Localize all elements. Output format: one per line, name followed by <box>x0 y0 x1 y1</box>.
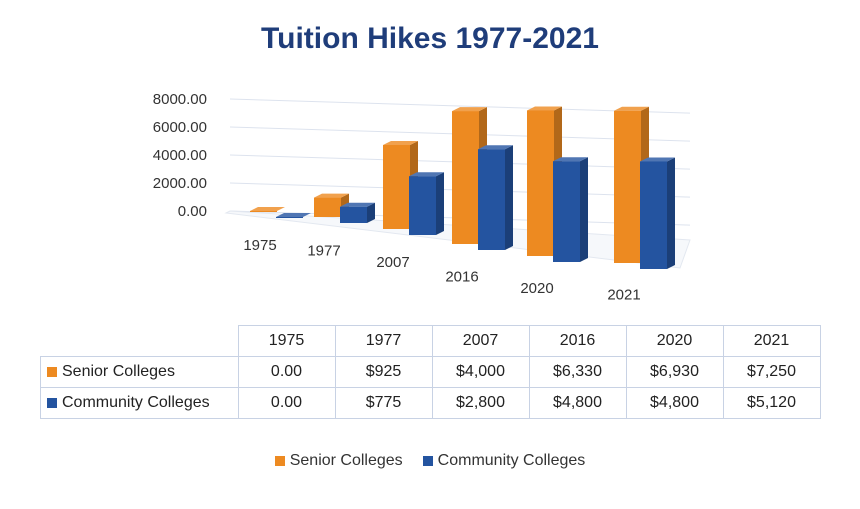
y-tick-label: 6000.00 <box>153 119 207 136</box>
table-row-header: Senior Colleges <box>40 356 239 388</box>
table-cell: $4,800 <box>625 387 724 419</box>
table-column-header: 2007 <box>431 325 530 357</box>
table-cell: $4,000 <box>431 356 530 388</box>
table-cell: 0.00 <box>237 387 336 419</box>
table-cell: $925 <box>334 356 433 388</box>
series-swatch <box>47 397 57 408</box>
legend-label: Senior Colleges <box>289 452 403 469</box>
bar-side <box>667 157 675 269</box>
legend-swatch <box>422 455 433 466</box>
bar-community-colleges-2021 <box>640 161 667 269</box>
bar-top <box>340 202 375 207</box>
table-cell: $6,930 <box>625 356 724 388</box>
table-corner <box>40 325 239 357</box>
bar-senior-colleges-1975 <box>250 211 277 212</box>
gridline <box>229 98 691 114</box>
table-cell: $5,120 <box>722 387 821 419</box>
table-column-header: 2016 <box>528 325 627 357</box>
legend-label: Community Colleges <box>437 452 586 469</box>
x-tick-label: 2007 <box>376 254 409 271</box>
data-table: 1975 1977 2007 2016 2020 2021 Senior Colleges 0… <box>40 325 821 419</box>
row-label: Senior Colleges <box>62 363 175 380</box>
y-tick-label: 4000.00 <box>153 147 207 164</box>
table-row-header: Community Colleges <box>40 387 239 419</box>
bar-top <box>452 107 487 112</box>
bar-community-colleges-1977 <box>340 206 367 223</box>
x-tick-label: 1977 <box>307 243 340 260</box>
row-label: Community Colleges <box>62 394 210 411</box>
bar-side <box>580 157 588 262</box>
table-column-header: 2021 <box>722 325 821 357</box>
bar-top <box>383 141 418 145</box>
bar-top <box>478 145 513 150</box>
table-header-row: 1975 1977 2007 2016 2020 2021 <box>40 325 821 357</box>
bar-side <box>436 172 444 235</box>
table-cell: $775 <box>334 387 433 419</box>
table-cell: $2,800 <box>431 387 530 419</box>
table-column-header: 2020 <box>625 325 724 357</box>
bar-senior-colleges-2016 <box>452 111 479 244</box>
bar-side <box>367 202 375 223</box>
bar-top <box>553 157 588 162</box>
bar-senior-colleges-2021 <box>614 110 641 263</box>
x-tick-label: 2021 <box>607 286 640 303</box>
bar-community-colleges-1975 <box>276 217 303 218</box>
table-column-header: 1977 <box>334 325 433 357</box>
bar-top <box>640 157 675 162</box>
y-tick-label: 8000.00 <box>153 91 207 108</box>
y-tick-label: 2000.00 <box>153 175 207 192</box>
bar-top <box>527 106 562 111</box>
x-tick-label: 2016 <box>445 268 478 285</box>
bar-top <box>614 106 649 111</box>
x-tick-label: 2020 <box>520 280 553 297</box>
bar-side <box>505 145 513 250</box>
table-cell: 0.00 <box>237 356 336 388</box>
table-cell: $7,250 <box>722 356 821 388</box>
legend-item: Senior Colleges <box>274 452 403 470</box>
table-row: Community Colleges 0.00 $775 $2,800 $4,800 $4… <box>40 387 821 419</box>
bar-senior-colleges-2007 <box>383 145 410 229</box>
table-row: Senior Colleges 0.00 $925 $4,000 $6,330 $6,93… <box>40 356 821 388</box>
chart-title: Tuition Hikes 1977-2021 <box>261 22 599 55</box>
bar-senior-colleges-2020 <box>527 110 554 256</box>
table-column-header: 1975 <box>237 325 336 357</box>
bar-community-colleges-2020 <box>553 161 580 262</box>
y-tick-label: 0.00 <box>178 203 207 220</box>
bar-top <box>409 172 444 177</box>
bar-community-colleges-2016 <box>478 149 505 250</box>
table-cell: $4,800 <box>528 387 627 419</box>
bar-senior-colleges-1977 <box>314 197 341 217</box>
bar-top <box>250 207 285 211</box>
series-swatch <box>47 366 57 377</box>
bar-top <box>314 193 349 198</box>
bar-top <box>276 213 311 217</box>
legend-item: Community Colleges <box>422 452 586 470</box>
chart-legend: Senior Colleges Community Colleges <box>0 452 860 470</box>
bar-community-colleges-2007 <box>409 176 436 235</box>
bar-chart: 0.00 2000.00 4000.00 6000.00 8000.00 1975 1977… <box>153 91 691 303</box>
x-tick-label: 1975 <box>243 237 276 254</box>
table-cell: $6,330 <box>528 356 627 388</box>
legend-swatch <box>274 455 285 466</box>
